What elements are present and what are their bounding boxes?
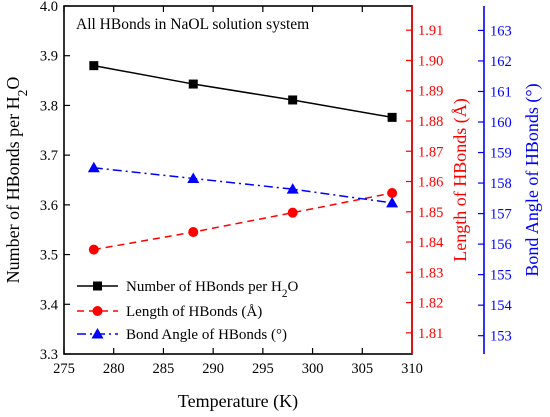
series-bond-angle-of-hbonds bbox=[87, 161, 399, 208]
length-of-hbonds-point bbox=[88, 244, 99, 255]
series-number-of-hbonds bbox=[89, 61, 397, 122]
legend-marker-bond-angle-of-hbonds bbox=[91, 328, 104, 339]
legend-item-bond-angle-of-hbonds: Bond Angle of HBonds (°) bbox=[77, 327, 287, 343]
right-y-tick-label: 1.85 bbox=[418, 205, 443, 221]
right-y-tick-label: 1.84 bbox=[418, 235, 444, 251]
right-y-tick-label: 1.82 bbox=[418, 296, 443, 312]
length-of-hbonds-point bbox=[287, 207, 298, 218]
number-of-hbonds-point bbox=[188, 79, 198, 89]
far-right-y-tick-label: 160 bbox=[490, 115, 512, 131]
far-right-y-tick-label: 162 bbox=[490, 54, 512, 70]
far-right-y-tick-label: 153 bbox=[490, 329, 512, 345]
legend-marker-length-of-hbonds bbox=[92, 306, 103, 316]
bond-angle-of-hbonds-line bbox=[93, 167, 393, 204]
number-of-hbonds-line bbox=[93, 64, 393, 119]
x-tick-label: 280 bbox=[103, 361, 125, 377]
chart-title: All HBonds in NaOL solution system bbox=[76, 16, 309, 33]
bond-angle-of-hbonds-point bbox=[187, 172, 200, 183]
legend-item-length-of-hbonds: Length of HBonds (Å) bbox=[77, 304, 262, 320]
x-tick-label: 275 bbox=[53, 361, 75, 377]
x-axis-title: Temperature (K) bbox=[178, 391, 298, 412]
length-of-hbonds-point bbox=[387, 188, 398, 199]
right-y-tick-label: 1.86 bbox=[418, 175, 443, 191]
far-right-y-axis: 153 154 155 156 157 158 159 160 161 162 163 Bond An… bbox=[478, 6, 543, 354]
length-of-hbonds-point bbox=[188, 227, 199, 238]
x-tick-label: 305 bbox=[351, 361, 373, 377]
legend-label-length-of-hbonds: Length of HBonds (Å) bbox=[126, 304, 262, 320]
left-y-tick-label: 3.6 bbox=[40, 198, 58, 214]
x-tick-label: 290 bbox=[202, 361, 224, 377]
legend-label-number-of-hbonds: Number of HBonds per H2O bbox=[126, 279, 298, 300]
far-right-y-tick-label: 161 bbox=[490, 84, 512, 100]
x-tick-label: 310 bbox=[401, 361, 423, 377]
series-layer bbox=[87, 61, 399, 255]
left-y-tick-label: 4.0 bbox=[40, 0, 58, 15]
far-right-y-tick-label: 155 bbox=[490, 268, 512, 284]
right-y-tick-label: 1.88 bbox=[418, 114, 443, 130]
left-y-tick-label: 3.9 bbox=[40, 49, 58, 65]
far-right-y-tick-label: 158 bbox=[490, 176, 512, 192]
far-right-y-tick-label: 163 bbox=[490, 23, 512, 39]
left-y-axis-title: Number of HBonds per H2O bbox=[3, 77, 30, 284]
x-axis: 275 280 285 290 295 300 305 310 bbox=[53, 6, 423, 377]
x-tick-label: 295 bbox=[252, 361, 274, 377]
far-right-y-tick-label: 156 bbox=[490, 237, 512, 253]
number-of-hbonds-point bbox=[288, 95, 298, 105]
legend-label-bond-angle-of-hbonds: Bond Angle of HBonds (°) bbox=[126, 327, 287, 343]
legend: Number of HBonds per H2O Length of HBonds… bbox=[77, 279, 298, 343]
x-tick-label: 285 bbox=[153, 361, 175, 377]
bond-angle-of-hbonds-point bbox=[286, 183, 299, 194]
series-length-of-hbonds bbox=[88, 188, 398, 255]
left-y-tick-label: 3.4 bbox=[40, 297, 59, 313]
bond-angle-of-hbonds-point bbox=[87, 161, 100, 173]
legend-item-number-of-hbonds: Number of HBonds per H2O bbox=[77, 279, 298, 300]
left-y-axis: 3.3 3.4 3.5 3.6 3.7 3.8 3.9 4.0 Number of HBonds… bbox=[3, 0, 70, 363]
right-y-tick-label: 1.89 bbox=[418, 84, 443, 100]
length-of-hbonds-line bbox=[93, 192, 393, 251]
left-y-tick-label: 3.7 bbox=[40, 148, 58, 164]
legend-marker-number-of-hbonds bbox=[93, 281, 102, 291]
right-y-tick-label: 1.81 bbox=[418, 326, 443, 342]
right-y-tick-label: 1.83 bbox=[418, 265, 443, 281]
right-y-axis: 1.81 1.82 1.83 1.84 1.85 1.86 1.87 1.88 1.89 1.90… bbox=[406, 6, 471, 354]
left-y-tick-label: 3.8 bbox=[40, 98, 58, 114]
far-right-y-tick-label: 159 bbox=[490, 146, 512, 162]
right-y-axis-title: Length of HBonds (Å) bbox=[450, 98, 471, 261]
plot-frame bbox=[63, 5, 413, 355]
far-right-y-tick-label: 154 bbox=[490, 298, 513, 314]
left-y-tick-label: 3.5 bbox=[40, 248, 58, 264]
right-y-tick-label: 1.91 bbox=[418, 23, 443, 39]
number-of-hbonds-point bbox=[387, 112, 397, 122]
x-tick-label: 300 bbox=[302, 361, 324, 377]
far-right-y-tick-label: 157 bbox=[490, 207, 512, 223]
far-right-y-axis-title: Bond Angle of HBonds (°) bbox=[522, 83, 543, 276]
bond-angle-of-hbonds-point bbox=[386, 196, 399, 208]
right-y-tick-label: 1.87 bbox=[418, 144, 443, 160]
right-y-tick-label: 1.90 bbox=[418, 53, 443, 69]
number-of-hbonds-point bbox=[89, 61, 99, 71]
left-y-tick-label: 3.3 bbox=[40, 347, 58, 363]
